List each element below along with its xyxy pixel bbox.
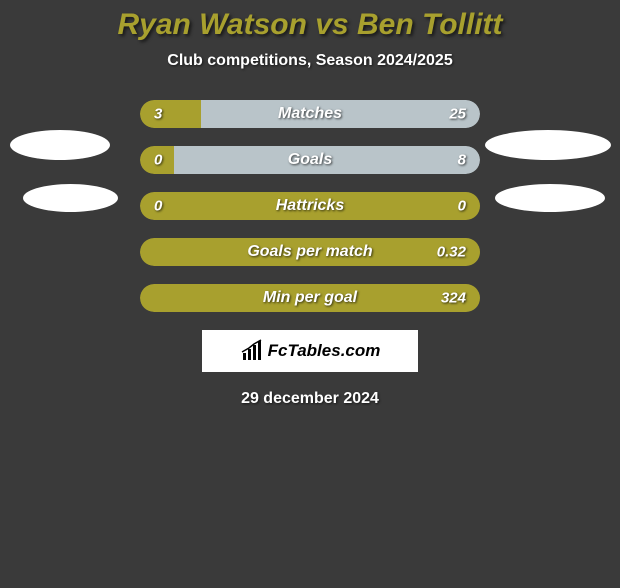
stat-bar-label: Min per goal — [140, 289, 480, 307]
stat-bar-row: 08Goals — [140, 146, 480, 174]
comparison-title: Ryan Watson vs Ben Tollitt — [0, 8, 620, 42]
brand-box: FcTables.com — [202, 330, 418, 372]
decorative-ellipse — [10, 130, 110, 160]
decorative-ellipse — [23, 184, 118, 212]
comparison-subtitle: Club competitions, Season 2024/2025 — [0, 52, 620, 70]
stat-bar-label: Goals per match — [140, 243, 480, 261]
decorative-ellipse — [495, 184, 605, 212]
stat-bar-label: Goals — [140, 151, 480, 169]
snapshot-date: 29 december 2024 — [0, 390, 620, 408]
stat-bar-label: Matches — [140, 105, 480, 123]
stat-bar-label: Hattricks — [140, 197, 480, 215]
stat-bar-row: 0.32Goals per match — [140, 238, 480, 266]
stat-bar-row: 325Matches — [140, 100, 480, 128]
brand-text: FcTables.com — [268, 341, 381, 361]
stat-bar-row: 00Hattricks — [140, 192, 480, 220]
decorative-ellipse — [485, 130, 611, 160]
stat-bar-row: 324Min per goal — [140, 284, 480, 312]
brand-chart-icon — [240, 339, 264, 363]
